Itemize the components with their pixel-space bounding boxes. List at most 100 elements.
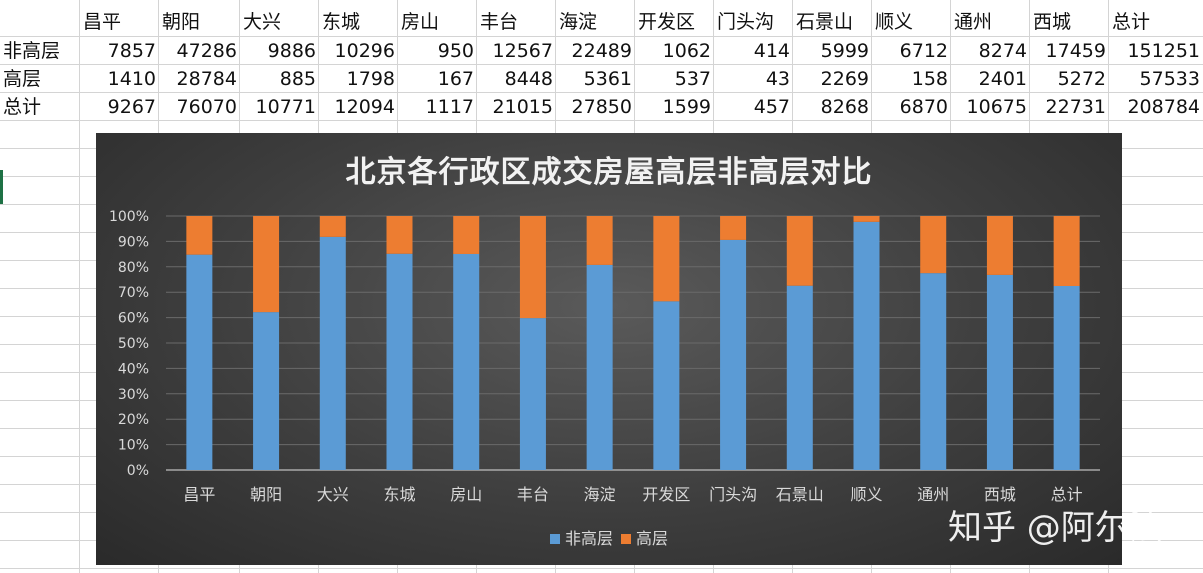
bar-segment xyxy=(386,253,413,470)
bar-segment xyxy=(853,216,880,222)
column-header-cell[interactable]: 西城 xyxy=(1033,11,1072,33)
bar-segment xyxy=(653,301,680,470)
value-cell[interactable]: 10296 xyxy=(334,40,395,62)
value-cell[interactable]: 2401 xyxy=(978,68,1027,90)
bar-segment xyxy=(453,253,480,470)
y-tick-label: 30% xyxy=(118,387,149,403)
x-tick-label: 朝阳 xyxy=(250,485,282,504)
value-cell[interactable]: 43 xyxy=(765,68,790,90)
value-cell[interactable]: 21015 xyxy=(492,96,553,118)
bar-segment xyxy=(319,236,346,470)
bar-segment xyxy=(986,274,1013,470)
value-cell[interactable]: 414 xyxy=(753,40,790,62)
value-cell[interactable]: 22731 xyxy=(1045,96,1106,118)
column-header-cell[interactable]: 房山 xyxy=(401,11,440,33)
bar-segment xyxy=(186,254,213,470)
column-header-cell[interactable]: 东城 xyxy=(322,11,361,33)
bar-segment xyxy=(453,216,480,254)
value-cell[interactable]: 9267 xyxy=(107,96,156,118)
column-header-cell[interactable]: 开发区 xyxy=(638,11,696,33)
x-tick-label: 通州 xyxy=(917,485,949,504)
y-tick-label: 90% xyxy=(118,234,149,250)
column-header-cell[interactable]: 通州 xyxy=(954,11,993,33)
bar-segment xyxy=(720,216,747,240)
value-cell[interactable]: 17459 xyxy=(1045,40,1106,62)
value-cell[interactable]: 22489 xyxy=(571,40,632,62)
bar-segment xyxy=(253,216,280,313)
grid-line-h xyxy=(0,36,1203,37)
column-header-cell[interactable]: 顺义 xyxy=(875,11,914,33)
column-header-cell[interactable]: 门头沟 xyxy=(717,11,775,33)
value-cell[interactable]: 1410 xyxy=(107,68,156,90)
row-label-cell[interactable]: 高层 xyxy=(3,68,42,90)
value-cell[interactable]: 1117 xyxy=(425,96,474,118)
x-tick-label: 东城 xyxy=(383,485,415,504)
row-label-cell[interactable]: 总计 xyxy=(3,96,42,118)
column-header-cell[interactable]: 大兴 xyxy=(243,11,282,33)
value-cell[interactable]: 5272 xyxy=(1057,68,1106,90)
legend-swatch xyxy=(549,534,560,544)
active-cell-marker xyxy=(0,170,3,204)
value-cell[interactable]: 167 xyxy=(437,68,474,90)
bar-segment xyxy=(519,216,546,319)
value-cell[interactable]: 12567 xyxy=(492,40,553,62)
value-cell[interactable]: 457 xyxy=(753,96,790,118)
column-header-cell[interactable]: 昌平 xyxy=(83,11,122,33)
value-cell[interactable]: 885 xyxy=(279,68,316,90)
value-cell[interactable]: 5361 xyxy=(583,68,632,90)
x-tick-label: 门头沟 xyxy=(709,485,757,504)
x-tick-label: 房山 xyxy=(450,485,482,504)
value-cell[interactable]: 12094 xyxy=(334,96,395,118)
value-cell[interactable]: 1798 xyxy=(346,68,395,90)
value-cell[interactable]: 1599 xyxy=(662,96,711,118)
value-cell[interactable]: 7857 xyxy=(107,40,156,62)
value-cell[interactable]: 8268 xyxy=(820,96,869,118)
y-tick-label: 0% xyxy=(127,463,149,479)
y-tick-label: 80% xyxy=(118,260,149,276)
value-cell[interactable]: 6712 xyxy=(899,40,948,62)
legend-item: 非高层 xyxy=(549,525,613,549)
chart-area[interactable]: 北京各行政区成交房屋高层非高层对比 0% 10% 20% 30% 40% 50% 60% 70… xyxy=(96,133,1122,565)
value-cell[interactable]: 27850 xyxy=(571,96,632,118)
y-tick-label: 50% xyxy=(118,336,149,352)
column-header-cell[interactable]: 海淀 xyxy=(559,11,598,33)
value-cell[interactable]: 208784 xyxy=(1127,96,1200,118)
column-header-cell[interactable]: 总计 xyxy=(1112,11,1151,33)
value-cell[interactable]: 8448 xyxy=(504,68,553,90)
value-cell[interactable]: 151251 xyxy=(1127,40,1200,62)
value-cell[interactable]: 5999 xyxy=(820,40,869,62)
value-cell[interactable]: 9886 xyxy=(267,40,316,62)
value-cell[interactable]: 2269 xyxy=(820,68,869,90)
bar-segment xyxy=(1053,216,1080,286)
bar-segment xyxy=(786,216,813,286)
value-cell[interactable]: 10675 xyxy=(966,96,1027,118)
legend-label: 非高层 xyxy=(564,529,613,548)
column-header-cell[interactable]: 石景山 xyxy=(796,11,854,33)
column-header-cell[interactable]: 朝阳 xyxy=(162,11,201,33)
bar-segment xyxy=(986,216,1013,275)
grid-line-h xyxy=(0,64,1203,65)
value-cell[interactable]: 158 xyxy=(911,68,948,90)
bar-segment xyxy=(653,216,680,302)
value-cell[interactable]: 76070 xyxy=(176,96,237,118)
y-tick-label: 60% xyxy=(118,311,149,327)
value-cell[interactable]: 10771 xyxy=(255,96,316,118)
bar-segment xyxy=(253,312,280,470)
bar-segment xyxy=(1053,285,1080,470)
bar-segment xyxy=(786,285,813,470)
value-cell[interactable]: 6870 xyxy=(899,96,948,118)
value-cell[interactable]: 1062 xyxy=(662,40,711,62)
value-cell[interactable]: 57533 xyxy=(1139,68,1200,90)
value-cell[interactable]: 28784 xyxy=(176,68,237,90)
value-cell[interactable]: 537 xyxy=(674,68,711,90)
row-label-cell[interactable]: 非高层 xyxy=(3,40,61,62)
legend-label: 高层 xyxy=(636,529,669,548)
x-tick-label: 总计 xyxy=(1051,485,1083,504)
y-tick-label: 20% xyxy=(118,412,149,428)
grid-line-h xyxy=(0,92,1203,93)
value-cell[interactable]: 950 xyxy=(437,40,474,62)
value-cell[interactable]: 47286 xyxy=(176,40,237,62)
value-cell[interactable]: 8274 xyxy=(978,40,1027,62)
plot-area: 0% 10% 20% 30% 40% 50% 60% 70% 80% 90% 100% 昌平 朝阳 大兴 东… xyxy=(109,209,1100,504)
column-header-cell[interactable]: 丰台 xyxy=(480,11,519,33)
